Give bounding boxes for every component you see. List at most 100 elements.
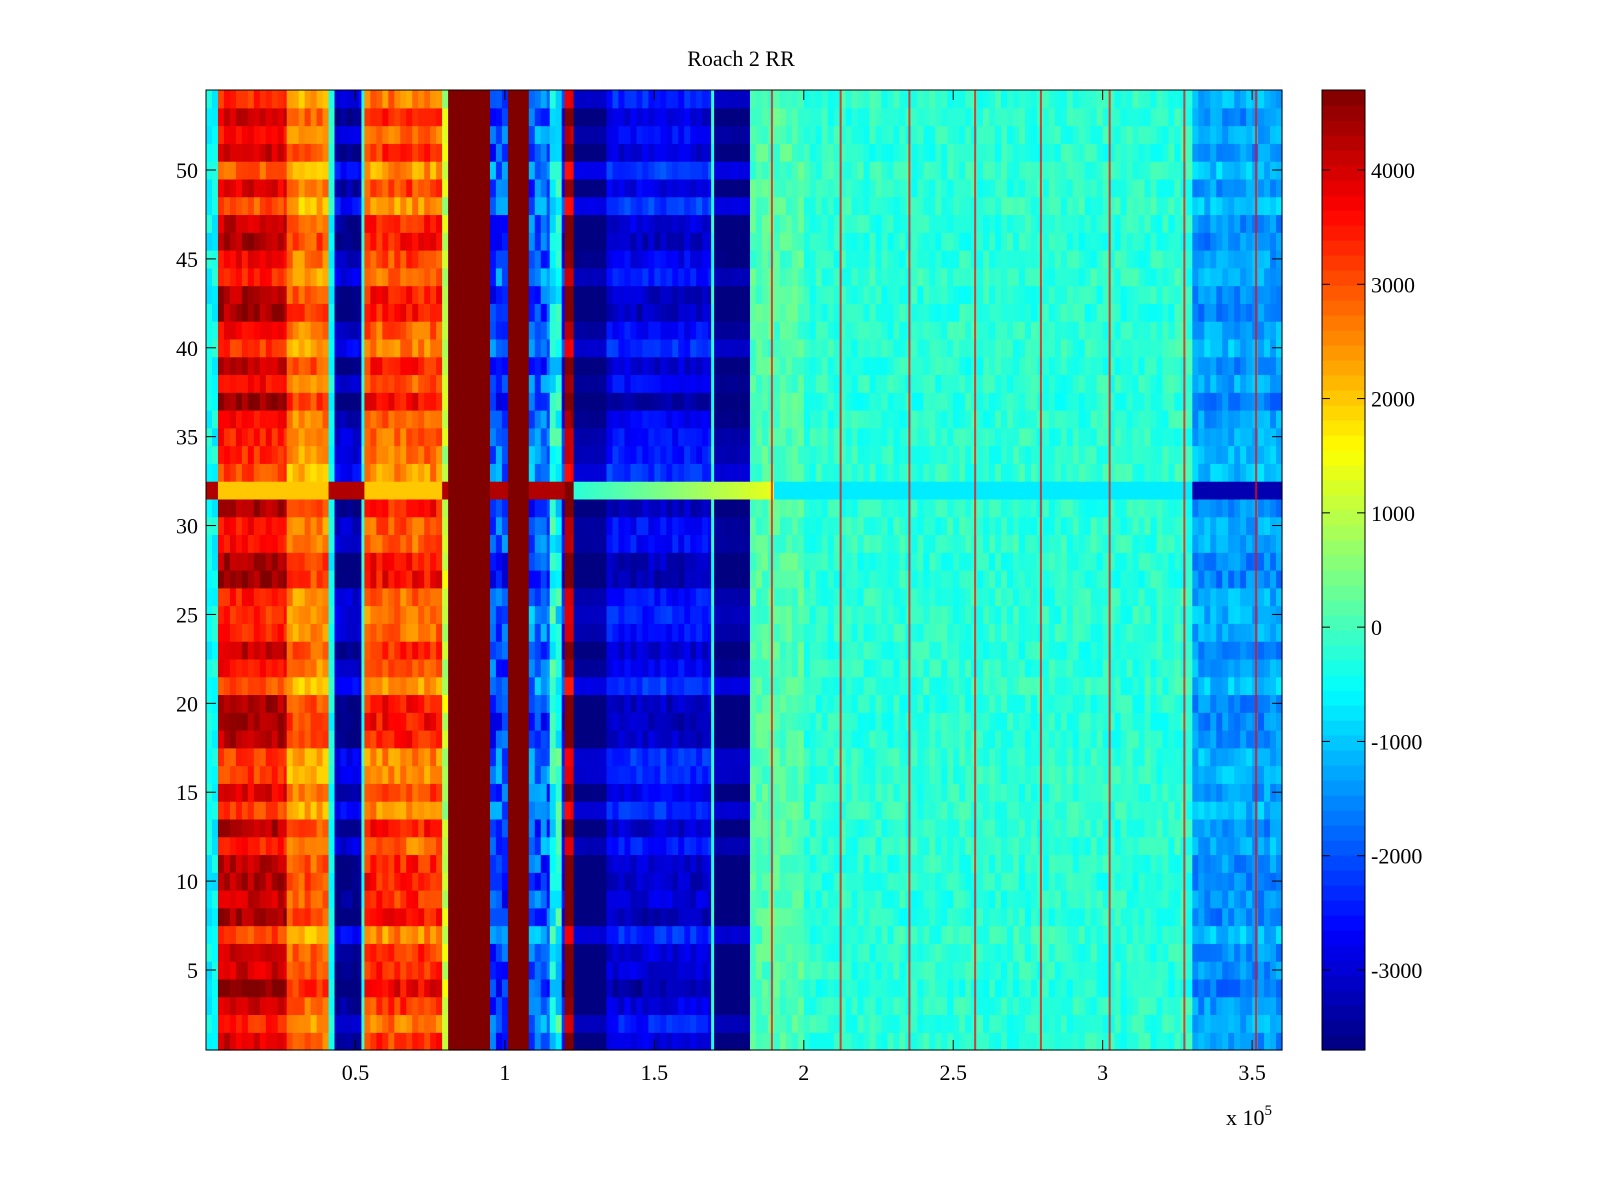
heatmap-cell [483,943,491,962]
heatmap-cell [1168,730,1175,749]
heatmap-cell [923,694,930,713]
heatmap-cell [857,943,865,962]
heatmap-cell [1078,570,1086,589]
heatmap-cell [612,890,620,909]
heatmap-cell [953,783,960,802]
heatmap-cell [1150,765,1158,784]
heatmap-cell [1072,961,1080,980]
heatmap-cell [660,1032,667,1051]
heatmap-cell [612,712,620,731]
heatmap-cell [298,943,306,962]
heatmap-cell [1030,818,1038,838]
heatmap-cell [418,783,425,802]
heatmap-cell [513,730,521,749]
heatmap-cell [869,801,877,820]
heatmap-cell [899,996,906,1016]
heatmap-cell [513,747,521,767]
heatmap-cell [340,925,348,944]
heatmap-cell [525,907,530,927]
heatmap-cell [833,712,841,731]
heatmap-cell [1246,1014,1253,1033]
heatmap-cell [869,676,877,696]
heatmap-cell [528,890,536,909]
heatmap-cell [298,907,306,927]
heatmap-cell [352,605,360,624]
heatmap-cell [833,961,841,980]
heatmap-cell [477,978,485,998]
heatmap-cell [424,818,431,838]
heatmap-cell [223,854,231,873]
heatmap-cell [549,961,557,980]
heatmap-cell [277,783,285,802]
heatmap-cell [923,623,930,642]
heatmap-cell [953,801,960,820]
heatmap-cell [666,570,673,589]
heatmap-cell [1126,676,1134,696]
heatmap-cell [711,890,715,909]
heatmap-cell [696,961,703,980]
heatmap-cell [630,925,637,944]
heatmap-cell [732,605,739,624]
heatmap-cell [283,641,288,660]
heatmap-cell [827,961,835,980]
heatmap-cell [298,694,306,713]
heatmap-cell [1084,961,1092,980]
heatmap-cell [702,978,709,998]
heatmap-cell [1168,605,1175,624]
heatmap-cell [1162,783,1170,802]
heatmap-cell [1276,747,1283,767]
heatmap-cell [612,641,620,660]
heatmap-cell [406,623,413,642]
heatmap-cell [322,641,330,660]
heatmap-cell [346,765,354,784]
heatmap-cell [714,623,721,642]
heatmap-cell [893,801,901,820]
heatmap-cell [223,978,231,998]
heatmap-cell [618,907,626,927]
heatmap-cell [603,801,608,820]
heatmap-cell [1270,801,1277,820]
heatmap-cell [570,712,575,731]
heatmap-cell [1066,605,1074,624]
heatmap-cell [618,854,626,873]
heatmap-cell [358,836,363,856]
heatmap-cell [773,623,781,642]
heatmap-cell [1210,765,1217,784]
heatmap-cell [821,907,829,927]
heatmap-cell [761,961,769,980]
heatmap-cell [899,943,906,962]
heatmap-cell [346,943,354,962]
heatmap-cell [821,836,829,856]
heatmap-cell [334,801,342,820]
heatmap-cell [223,1032,231,1051]
heatmap-cell [310,694,318,713]
heatmap-cell [585,623,593,642]
heatmap-cell [388,765,395,784]
heatmap-cell [1186,801,1193,820]
heatmap-cell [253,605,261,624]
heatmap-cell [1258,730,1265,749]
heatmap-cell [1150,872,1158,891]
heatmap-cell [1246,890,1253,909]
heatmap-cell [833,1014,841,1033]
heatmap-cell [857,925,865,944]
heatmap-cell [911,854,918,873]
heatmap-cell [785,872,793,891]
heatmap-cell [334,1032,342,1051]
heatmap-cell [1210,818,1217,838]
heatmap-cell [310,1014,318,1033]
heatmap-cell [247,570,255,589]
heatmap-cell [678,587,685,607]
heatmap-cell [340,641,348,660]
heatmap-cell [1114,943,1122,962]
heatmap-cell [412,818,419,838]
heatmap-cell [211,818,219,838]
heatmap-cell [1072,907,1080,927]
heatmap-cell [923,872,930,891]
heatmap-cell [929,801,936,820]
heatmap-cell [881,996,889,1016]
heatmap-cell [947,836,954,856]
heatmap-cell [1198,1032,1205,1051]
heatmap-cell [1264,623,1271,642]
heatmap-cell [624,747,632,767]
